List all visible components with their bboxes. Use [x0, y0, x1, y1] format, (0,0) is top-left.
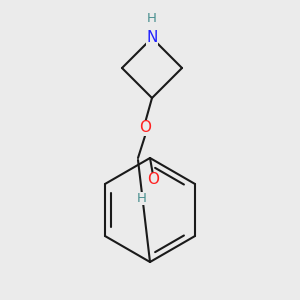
Text: H: H — [147, 11, 157, 25]
Text: N: N — [146, 31, 158, 46]
Text: O: O — [147, 172, 159, 188]
Text: H: H — [137, 191, 147, 205]
Text: O: O — [139, 121, 151, 136]
